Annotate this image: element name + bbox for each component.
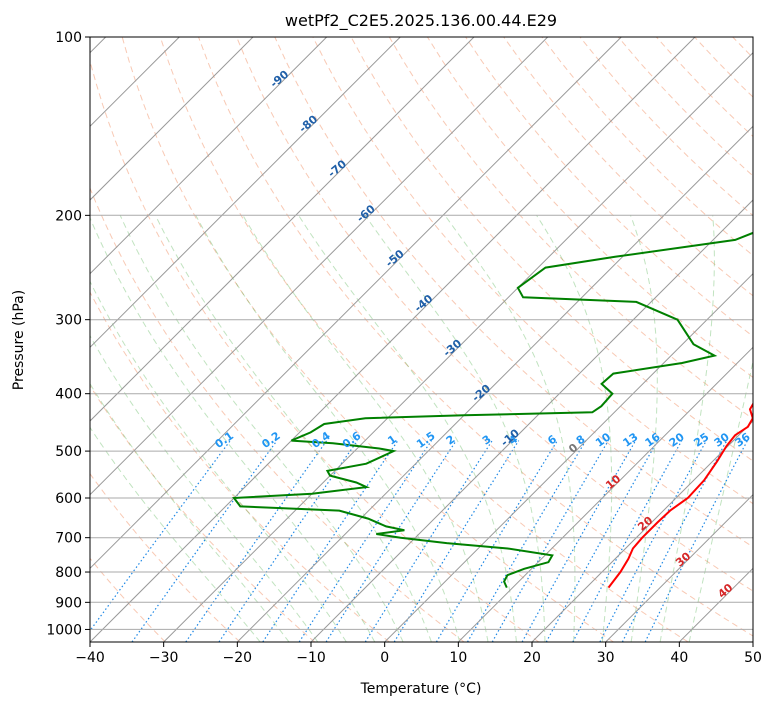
isotherm-label: -10 xyxy=(498,426,522,449)
isotherm-label: -30 xyxy=(441,337,465,360)
isotherm xyxy=(237,37,775,642)
moist-adiabat xyxy=(155,215,431,642)
mixing-ratio-line xyxy=(522,441,636,642)
isotherm-label: -40 xyxy=(412,292,436,315)
y-tick-label: 700 xyxy=(55,531,82,547)
dry-adiabat xyxy=(0,37,315,642)
x-tick-label: 50 xyxy=(744,650,762,666)
mixing-ratio-label: 6 xyxy=(545,432,559,447)
mixing-ratio-label: 20 xyxy=(667,430,687,450)
dry-adiabat xyxy=(695,37,775,642)
isotherm xyxy=(311,37,775,642)
temperature-profile-line xyxy=(609,37,775,588)
x-tick-label: 40 xyxy=(670,650,688,666)
isotherm-label: -80 xyxy=(297,112,321,135)
isotherm xyxy=(532,37,775,642)
moist-adiabat xyxy=(365,215,545,642)
mixing-ratio-label: 2 xyxy=(444,433,458,448)
isotherm xyxy=(679,37,775,642)
x-axis-label: Temperature (°C) xyxy=(360,681,482,697)
moist-adiabat xyxy=(196,215,460,642)
dry-adiabat xyxy=(771,37,775,642)
mixing-ratio-label: 0.4 xyxy=(309,429,333,451)
dry-adiabat xyxy=(8,37,390,642)
mixing-ratio-label: 16 xyxy=(643,430,663,450)
dry-adiabat xyxy=(351,37,775,642)
moist-adiabat xyxy=(120,215,403,642)
dry-adiabat xyxy=(733,37,775,642)
isotherm-label: 20 xyxy=(635,514,655,534)
isotherm-label: -20 xyxy=(470,382,494,405)
x-tick-label: −10 xyxy=(296,650,326,666)
mixing-ratio-line xyxy=(394,441,519,642)
mixing-ratio-label: 1.5 xyxy=(414,429,437,451)
y-tick-label: 500 xyxy=(55,444,82,460)
y-tick-label: 900 xyxy=(55,595,82,611)
moist-adiabat xyxy=(11,215,289,642)
isotherm xyxy=(753,37,775,642)
isotherm-label: -90 xyxy=(268,68,292,91)
mixing-ratio-line xyxy=(546,441,657,642)
mixing-ratio-label: 0.2 xyxy=(259,429,282,451)
y-tick-label: 800 xyxy=(55,565,82,581)
mixing-ratio-line xyxy=(219,441,357,642)
y-tick-label: 600 xyxy=(55,491,82,507)
x-tick-label: 20 xyxy=(523,650,541,666)
y-tick-label: 300 xyxy=(55,313,82,329)
x-tick-label: −30 xyxy=(149,650,179,666)
isotherm-label: -60 xyxy=(354,202,378,225)
mixing-ratio-label: 1 xyxy=(385,433,399,448)
isotherm-label: -70 xyxy=(325,157,349,180)
isotherm-label: 30 xyxy=(673,549,693,569)
isotherm-label: -50 xyxy=(383,247,407,270)
moist-adiabat xyxy=(631,215,658,642)
mixing-ratio-label: 0.1 xyxy=(213,429,236,451)
x-tick-label: −40 xyxy=(75,650,105,666)
x-tick-label: 0 xyxy=(380,650,389,666)
isotherm-label: 40 xyxy=(715,581,735,601)
y-tick-label: 100 xyxy=(55,30,82,46)
dry-adiabat xyxy=(389,37,775,642)
moist-adiabat xyxy=(0,215,260,642)
y-tick-label: 1000 xyxy=(46,622,82,638)
dry-adiabat xyxy=(237,37,775,642)
isotherm-label: 10 xyxy=(603,472,623,492)
moist-adiabat xyxy=(299,215,517,642)
dry-adiabat xyxy=(160,37,688,642)
dry-adiabat xyxy=(0,37,240,642)
y-tick-label: 200 xyxy=(55,208,82,224)
mixing-ratio-line xyxy=(492,441,608,642)
dry-adiabat xyxy=(542,37,775,642)
y-tick-label: 400 xyxy=(55,387,82,403)
isotherm xyxy=(0,37,253,642)
mixing-ratio-label: 30 xyxy=(712,430,732,450)
mixing-ratio-label: 25 xyxy=(691,430,711,449)
mixing-ratio-line xyxy=(132,441,277,642)
isotherm xyxy=(90,37,695,642)
moist-adiabat xyxy=(660,215,714,642)
mixing-ratio-label: 36 xyxy=(733,430,753,450)
isotherm xyxy=(0,37,327,642)
dry-adiabat xyxy=(656,37,775,642)
x-tick-label: −20 xyxy=(223,650,253,666)
chart-title: wetPf2_C2E5.2025.136.00.44.E29 xyxy=(285,11,557,31)
isotherm xyxy=(0,37,400,642)
x-tick-label: 30 xyxy=(597,650,615,666)
mixing-ratio-label: 3 xyxy=(480,433,494,448)
isotherm xyxy=(385,37,775,642)
dry-adiabat xyxy=(466,37,775,642)
isotherm xyxy=(164,37,769,642)
dry-adiabat xyxy=(427,37,775,642)
dry-adiabat xyxy=(504,37,775,642)
x-tick-label: 10 xyxy=(449,650,467,666)
background-lines xyxy=(0,37,775,642)
mixing-ratio-label: 0.6 xyxy=(340,429,364,451)
mixing-ratio-label: 8 xyxy=(574,433,588,448)
y-axis-label: Pressure (hPa) xyxy=(11,290,27,390)
mixing-ratio-label: 13 xyxy=(620,430,640,449)
